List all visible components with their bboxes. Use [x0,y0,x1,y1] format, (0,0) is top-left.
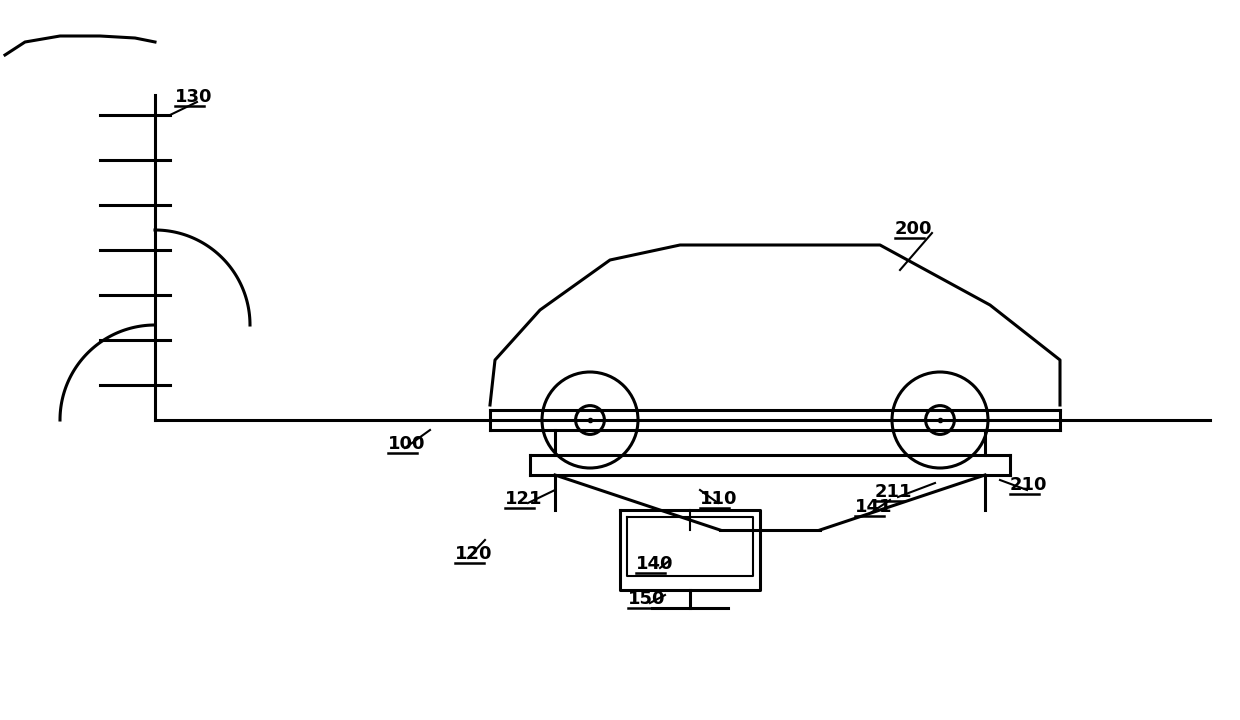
Text: 210: 210 [1011,476,1048,494]
Text: 211: 211 [875,483,913,501]
Text: 141: 141 [856,498,893,516]
Text: 120: 120 [455,545,492,563]
Text: 140: 140 [636,555,673,573]
Text: 130: 130 [175,88,212,106]
Text: 121: 121 [505,490,543,508]
Text: 150: 150 [627,590,666,608]
Text: 110: 110 [701,490,738,508]
Text: 100: 100 [388,435,425,453]
Text: 200: 200 [895,220,932,238]
